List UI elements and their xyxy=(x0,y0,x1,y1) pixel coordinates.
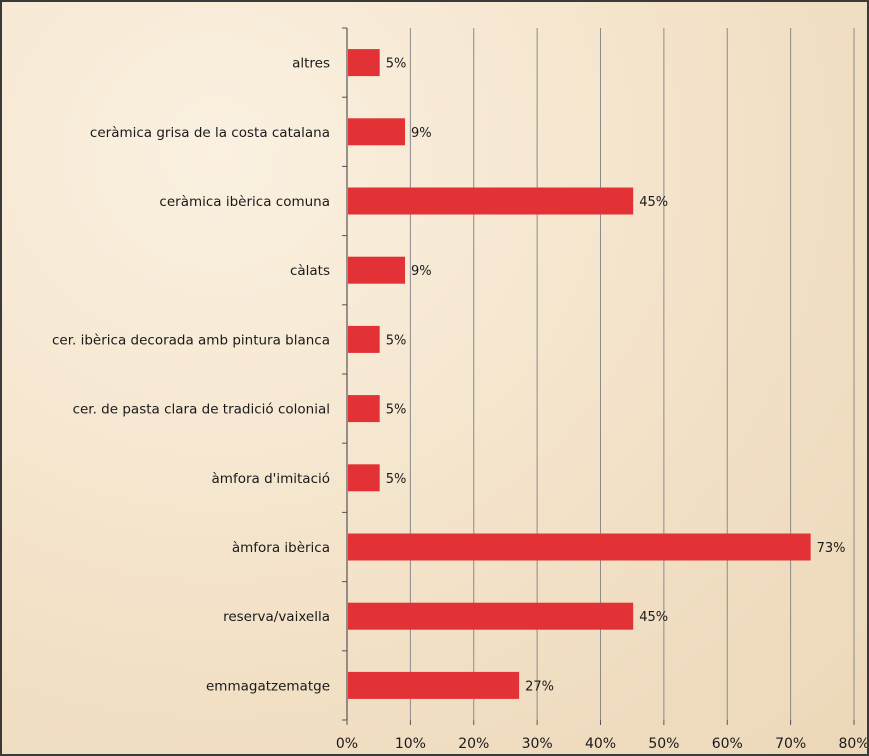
value-label: 27% xyxy=(525,679,554,694)
bar xyxy=(348,49,380,77)
category-label: altres xyxy=(292,56,330,72)
bar xyxy=(348,464,380,492)
x-tick-label: 80% xyxy=(838,736,867,752)
x-tick-label: 70% xyxy=(775,736,806,752)
bar xyxy=(348,118,406,146)
gridlines xyxy=(342,27,855,725)
bar xyxy=(348,533,811,561)
bar xyxy=(348,395,380,423)
value-label: 5% xyxy=(386,403,407,418)
category-label: àmfora d'imitació xyxy=(212,471,330,487)
x-tick-label: 50% xyxy=(648,736,679,752)
category-label: càlats xyxy=(290,263,330,279)
bar xyxy=(348,187,634,215)
category-labels: altres ceràmica grisa de la costa catalan… xyxy=(52,56,330,695)
bar xyxy=(348,671,520,699)
value-labels: 5% 9% 45% 9% 5% 5% 5% 73% 45% 27% xyxy=(386,57,846,695)
category-label: cer. ibèrica decorada amb pintura blanca xyxy=(52,332,330,348)
category-label: ceràmica grisa de la costa catalana xyxy=(90,125,330,141)
category-label: emmagatzematge xyxy=(206,678,330,694)
x-tick-label: 60% xyxy=(712,736,743,752)
x-tick-label: 0% xyxy=(336,736,358,752)
category-label: cer. de pasta clara de tradició colonial xyxy=(73,402,330,418)
value-label: 5% xyxy=(386,333,407,348)
bar xyxy=(348,325,380,353)
bars xyxy=(348,49,811,699)
x-tick-label: 30% xyxy=(522,736,553,752)
value-label: 9% xyxy=(411,126,432,141)
value-label: 45% xyxy=(639,610,668,625)
bar xyxy=(348,256,406,284)
value-label: 5% xyxy=(386,472,407,487)
x-tick-label: 40% xyxy=(585,736,616,752)
x-tick-label: 20% xyxy=(458,736,489,752)
bar xyxy=(348,602,634,630)
value-label: 5% xyxy=(386,57,407,72)
category-label: ceràmica ibèrica comuna xyxy=(159,194,330,210)
value-label: 45% xyxy=(639,195,668,210)
category-label: reserva/vaixella xyxy=(223,609,330,625)
x-axis-ticks: 0% 10% 20% 30% 40% 50% 60% 70% 80% xyxy=(336,736,867,752)
value-label: 9% xyxy=(411,264,432,279)
value-label: 73% xyxy=(817,541,846,556)
category-label: àmfora ibèrica xyxy=(232,540,330,556)
x-tick-label: 10% xyxy=(395,736,426,752)
